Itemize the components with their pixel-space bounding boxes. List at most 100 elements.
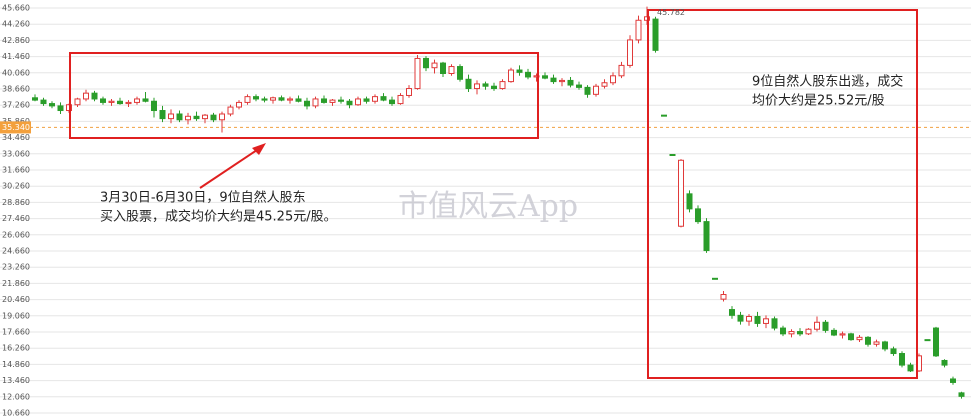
candle-body xyxy=(907,364,914,372)
y-tick-label: 17.660 xyxy=(2,328,30,337)
candle-body xyxy=(151,100,157,112)
candle-body xyxy=(244,96,251,103)
candle-body xyxy=(661,114,667,117)
grid xyxy=(0,7,971,414)
y-tick-label: 37.260 xyxy=(2,101,30,110)
candle-body xyxy=(423,57,429,69)
candle-body xyxy=(550,77,557,83)
y-tick-label: 19.060 xyxy=(2,311,30,320)
y-tick-label: 12.060 xyxy=(2,392,30,401)
candle-body xyxy=(635,19,642,41)
y-tick-label: 20.460 xyxy=(2,295,30,304)
annotation: 3月30日-6月30日，9位自然人股东 xyxy=(100,190,306,206)
candle-body xyxy=(176,113,183,121)
candle-body xyxy=(253,96,259,100)
candle-body xyxy=(372,96,378,102)
candle-body xyxy=(941,359,948,366)
candle-body xyxy=(737,314,744,322)
annotation: 均价大约是25.52元/股 xyxy=(752,94,885,109)
candle-body xyxy=(610,75,616,84)
candle-body xyxy=(542,75,548,79)
candle-body xyxy=(431,62,438,69)
candle-body xyxy=(304,100,310,107)
candle-body xyxy=(227,106,234,115)
candle-body xyxy=(465,78,472,90)
candle-body xyxy=(100,98,106,103)
candle-body xyxy=(729,309,735,316)
candle-body xyxy=(771,318,778,329)
candle-body xyxy=(865,336,871,345)
candle-body xyxy=(890,348,897,355)
candle-body xyxy=(329,99,336,103)
candle-body xyxy=(440,62,446,74)
candle-body xyxy=(831,329,837,336)
candle-body xyxy=(125,101,132,105)
candle-body xyxy=(559,79,565,83)
candle-body xyxy=(780,327,786,335)
candle-body xyxy=(236,101,242,108)
candle-body xyxy=(355,98,361,106)
candle-body xyxy=(720,294,727,300)
candle-body xyxy=(576,84,582,88)
candle-body xyxy=(57,105,64,112)
y-tick-label: 34.460 xyxy=(2,133,30,142)
candle-body xyxy=(414,57,421,90)
candle-body xyxy=(525,71,531,78)
candle-body xyxy=(91,92,98,100)
candle-body xyxy=(193,115,200,120)
candle-body xyxy=(746,315,752,322)
max-label: 45.782 xyxy=(657,8,685,17)
candle-body xyxy=(508,69,514,83)
candle-body xyxy=(788,331,795,335)
candle-body xyxy=(32,97,38,101)
annotation: 买入股票，成交均价大约是45.25元/股。 xyxy=(100,209,337,225)
candle-body xyxy=(312,98,319,107)
highlight-box xyxy=(647,9,918,379)
candle-body xyxy=(83,92,89,100)
candle-body xyxy=(712,277,718,280)
candle-body xyxy=(261,98,268,101)
candle-body xyxy=(958,392,965,397)
candle-body xyxy=(295,98,302,102)
candle-body xyxy=(763,318,769,324)
y-tick-label: 13.460 xyxy=(2,376,30,385)
y-tick-label: 27.460 xyxy=(2,214,30,223)
candle-body xyxy=(338,99,344,102)
candle-body xyxy=(678,159,684,227)
candle-body xyxy=(924,339,931,342)
arrow xyxy=(199,147,261,189)
candle-body xyxy=(117,100,123,105)
candle-body xyxy=(168,113,174,120)
candle-body xyxy=(491,85,497,90)
y-tick-label: 40.060 xyxy=(2,68,30,77)
candle-body xyxy=(822,321,829,331)
candle-body xyxy=(74,98,81,106)
candle-body xyxy=(270,97,276,101)
candle-body xyxy=(363,98,370,102)
candle-body xyxy=(618,64,625,77)
candle-body xyxy=(814,321,820,330)
candle-body xyxy=(380,96,387,101)
y-tick-label: 14.860 xyxy=(2,360,30,369)
candle-body xyxy=(185,115,191,121)
y-tick-label: 44.260 xyxy=(2,20,30,29)
y-tick-label: 45.660 xyxy=(2,4,30,13)
candle-body xyxy=(448,66,455,74)
candle-body xyxy=(474,83,480,90)
candle-body xyxy=(584,86,591,95)
candle-body xyxy=(652,18,659,51)
y-tick-label: 21.860 xyxy=(2,279,30,288)
candle-body xyxy=(406,88,412,96)
y-tick-label: 31.660 xyxy=(2,166,30,175)
candle-body xyxy=(695,208,701,223)
y-tick-label: 10.660 xyxy=(2,409,30,418)
y-tick-label: 23.260 xyxy=(2,263,30,272)
y-tick-label: 42.860 xyxy=(2,36,30,45)
candle-body xyxy=(848,333,854,341)
candle-body xyxy=(389,99,395,105)
candle-body xyxy=(516,69,523,73)
candle-body xyxy=(287,98,293,101)
watermark: 市值风云App xyxy=(398,189,578,224)
y-tick-label: 33.060 xyxy=(2,149,30,158)
